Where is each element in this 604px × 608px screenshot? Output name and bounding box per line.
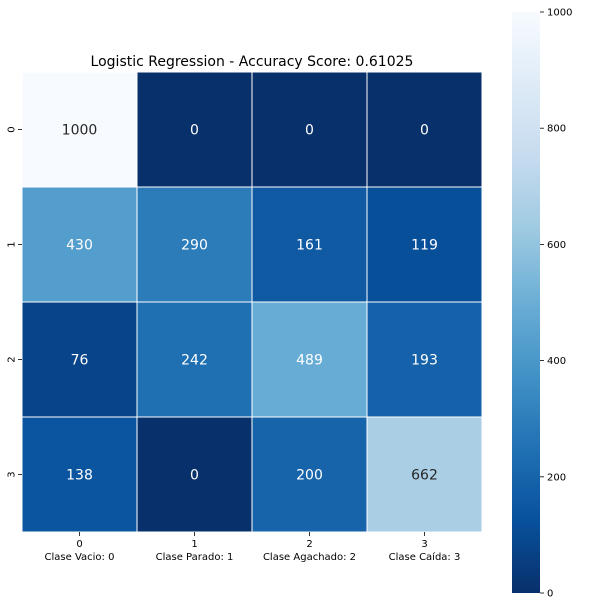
cell-value-r2-c1: 242 [181,353,208,369]
cell-value-r0-c3: 0 [420,123,429,139]
heatmap-cell-r2-c3 [366,301,483,418]
cell-value-r3-c1: 0 [190,468,199,484]
heatmap-cell-r3-c2 [251,416,368,533]
heatmap-cell-r0-c1 [136,71,253,188]
colorbar [512,12,540,593]
colorbar-tick-label-1: 200 [547,472,566,483]
x-tick-name-3: Clase Caída: 3 [389,551,461,563]
y-axis-ticks: 0 1 2 3 [7,126,22,478]
x-tick-name-1: Clase Parado: 1 [156,552,234,563]
cell-value-r1-c0: 430 [66,238,93,254]
heatmap-cell-r0-c3 [366,71,483,188]
cell-value-r1-c2: 161 [296,238,323,254]
heatmap-cell-r3-c0 [21,416,138,533]
heatmap-cell-r3-c1 [136,416,253,533]
colorbar-tick-label-3: 600 [547,240,566,251]
colorbar-tick-label-2: 400 [547,356,566,367]
cell-value-r2-c0: 76 [71,353,89,369]
cell-value-r1-c3: 119 [411,238,438,254]
x-tick-number-1: 1 [191,539,197,550]
x-tick-name-0: Clase Vacio: 0 [45,552,115,563]
x-tick-number-0: 0 [76,539,82,550]
cell-value-r2-c3: 193 [411,353,438,369]
colorbar-tick-label-5: 1000 [547,8,572,19]
heatmap-cell-r0-c0 [21,71,138,188]
heatmap-cell-r0-c2 [251,71,368,188]
x-tick-number-2: 2 [306,539,312,550]
cell-value-r3-c2: 200 [296,468,323,484]
heatmap-cell-r2-c1 [136,301,253,418]
heatmap-cell-r1-c3 [366,186,483,303]
cell-value-r1-c1: 290 [181,238,208,254]
x-tick-number-3: 3 [421,539,427,550]
y-tick-label-0: 0 [7,126,18,132]
heatmap-cell-r1-c1 [136,186,253,303]
heatmap-cell-labels: 1000 0 0 0 430 290 161 119 76 242 489 193 138 0 200 662 [62,123,438,484]
colorbar-ticks: 0 200 400 600 800 1000 [540,8,572,600]
cell-value-r0-c1: 0 [190,123,199,139]
colorbar-tick-label-4: 800 [547,124,566,135]
heatmap-cell-r1-c0 [21,186,138,303]
cell-value-r0-c2: 0 [305,123,314,139]
cell-value-r3-c3: 662 [411,468,438,484]
y-tick-label-2: 2 [7,356,18,362]
cell-value-r3-c0: 138 [66,468,93,484]
cell-value-r2-c2: 489 [296,353,323,369]
chart-title: Logistic Regression - Accuracy Score: 0.… [91,54,414,70]
x-axis-ticks: 0 Clase Vacio: 0 1 Clase Parado: 1 2 Clase Ag… [45,532,461,563]
heatmap-cells [21,71,483,533]
colorbar-tick-label-0: 0 [547,589,553,600]
heatmap-cell-r3-c3 [366,416,483,533]
y-tick-label-3: 3 [7,471,18,477]
y-tick-label-1: 1 [7,241,18,247]
x-tick-name-2: Clase Agachado: 2 [263,552,356,563]
cell-value-r0-c0: 1000 [62,123,98,139]
